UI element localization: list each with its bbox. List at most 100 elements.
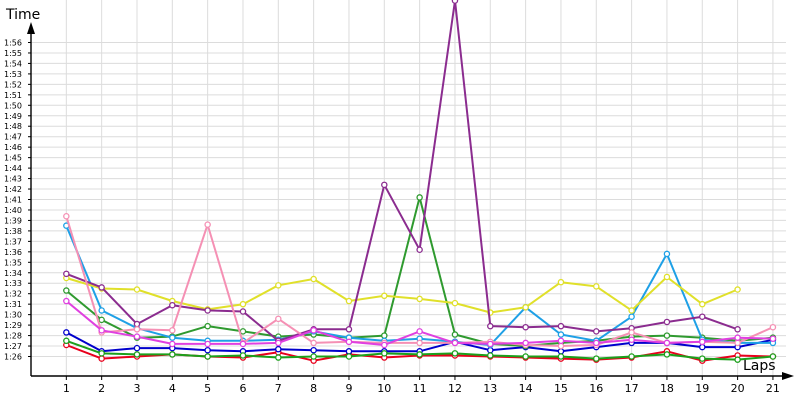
y-tick-label: 1:33 [4, 279, 22, 288]
x-tick-label: 9 [345, 382, 352, 395]
data-point [451, 0, 459, 4]
y-tick-label: 1:50 [4, 101, 22, 110]
data-point [699, 338, 706, 346]
data-point [98, 307, 105, 314]
data-point [275, 315, 282, 323]
y-tick-label: 1:26 [4, 353, 22, 362]
data-point [416, 194, 423, 201]
data-point [416, 328, 423, 335]
data-point [239, 328, 247, 335]
data-point [169, 327, 176, 334]
data-point [451, 350, 459, 357]
data-point [522, 339, 529, 347]
y-tick-label: 1:44 [4, 164, 22, 173]
data-point [557, 331, 565, 338]
data-point [98, 327, 105, 334]
data-point [275, 339, 282, 347]
data-point [239, 308, 247, 315]
data-point [734, 326, 741, 333]
x-tick-label: 7 [275, 382, 282, 395]
data-point [593, 283, 600, 290]
data-point [239, 352, 247, 359]
series-layer [63, 0, 777, 364]
x-tick-label: 16 [589, 382, 603, 395]
data-point [593, 355, 600, 362]
data-point [310, 275, 317, 283]
series-line [66, 276, 738, 314]
data-point [557, 322, 565, 330]
y-tick-label: 1:38 [4, 227, 22, 236]
y-tick-label: 1:32 [4, 290, 22, 299]
data-point [522, 304, 529, 311]
x-tick-label: 12 [448, 382, 462, 395]
data-point [451, 331, 459, 338]
data-point [557, 353, 565, 360]
data-point [204, 340, 211, 348]
y-tick-label: 1:27 [4, 342, 22, 351]
data-point [557, 348, 565, 355]
data-point [416, 295, 423, 303]
y-tick-label: 1:53 [4, 70, 22, 79]
data-point [98, 284, 105, 291]
y-tick-label: 1:56 [4, 39, 22, 48]
y-tick-label: 1:52 [4, 80, 22, 89]
y-tick-label: 1:28 [4, 332, 22, 341]
data-point [416, 246, 423, 253]
y-tick-label: 1:48 [4, 122, 22, 131]
x-tick-label: 18 [660, 382, 674, 395]
data-point [381, 350, 388, 357]
data-point [769, 353, 777, 360]
y-tick-label: 1:37 [4, 237, 22, 246]
y-tick-label: 1:34 [4, 269, 22, 278]
data-point [451, 299, 459, 307]
data-point [98, 316, 105, 324]
y-tick-label: 1:46 [4, 143, 22, 152]
x-tick-label: 10 [377, 382, 391, 395]
data-point [169, 351, 176, 358]
data-point [487, 322, 494, 330]
data-point [663, 332, 671, 339]
x-axis-arrow [782, 372, 794, 380]
data-point [275, 354, 282, 361]
data-point [204, 221, 211, 228]
x-tick-label: 3 [133, 382, 140, 395]
data-point [133, 351, 141, 358]
y-tick-label: 1:40 [4, 206, 22, 215]
y-tick-label: 1:47 [4, 133, 22, 142]
data-point [381, 341, 388, 349]
data-point [769, 323, 777, 331]
y-tick-label: 1:49 [4, 112, 22, 121]
data-point [63, 337, 70, 345]
data-point [699, 300, 706, 308]
y-tick-labels: 1:26 1:271:28 1:291:30 1:311:32 1:331:34 1:35… [4, 39, 22, 362]
data-point [451, 339, 459, 347]
data-point [734, 339, 741, 347]
data-point [699, 355, 706, 362]
data-point [310, 353, 317, 360]
x-tick-label: 14 [519, 382, 533, 395]
data-point [169, 301, 176, 309]
data-point [557, 337, 565, 345]
data-point [381, 292, 388, 300]
y-tick-label: 1:43 [4, 175, 22, 184]
data-point [487, 340, 494, 348]
series-9 [63, 297, 777, 349]
data-point [628, 307, 635, 314]
data-point [345, 353, 353, 360]
data-point [663, 351, 671, 358]
data-point [133, 344, 141, 352]
y-tick-label: 1:45 [4, 154, 22, 163]
y-tick-label: 1:54 [4, 59, 22, 68]
data-point [204, 353, 211, 360]
x-tick-label: 11 [413, 382, 427, 395]
data-point [557, 342, 565, 350]
y-axis-arrow [27, 22, 35, 34]
series-line [65, 0, 738, 342]
data-point [239, 340, 247, 348]
series-3 [63, 337, 777, 363]
data-point [63, 329, 70, 336]
data-point [769, 335, 777, 342]
y-tick-label: 1:30 [4, 311, 22, 320]
data-point [98, 355, 105, 362]
